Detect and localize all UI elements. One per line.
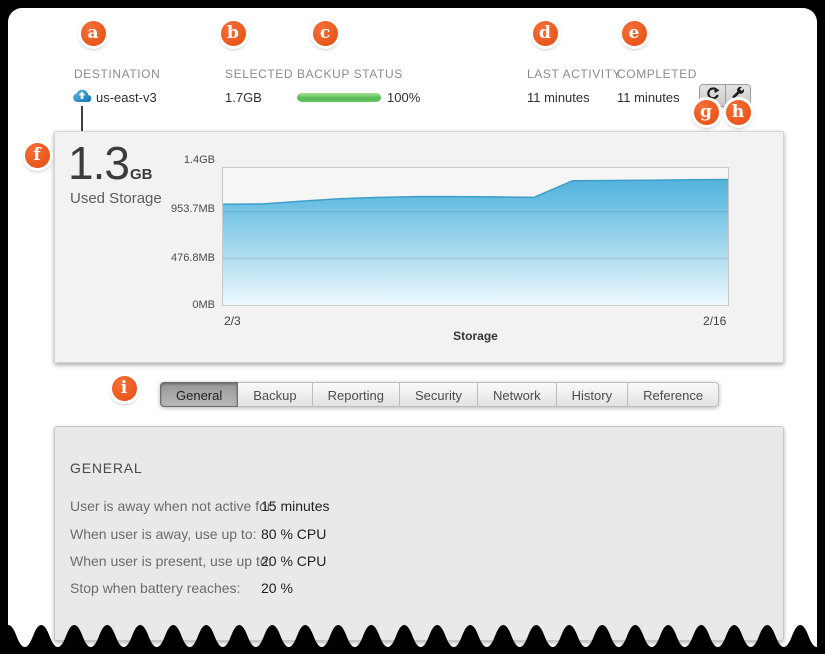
annotation-badge-g: g: [693, 99, 719, 125]
storage-area-svg: [222, 178, 729, 305]
y-axis-tick-0: 0MB: [192, 299, 215, 311]
tab-security[interactable]: Security: [400, 382, 478, 407]
general-settings-heading: GENERAL: [70, 460, 143, 476]
used-storage-value: 1.3GB: [68, 136, 152, 190]
used-storage-caption: Used Storage: [70, 190, 162, 207]
annotation-badge-e: e: [621, 20, 647, 46]
setting-battery-value: 20 %: [261, 580, 293, 596]
selected-size-value: 1.7GB: [225, 90, 262, 105]
storage-area-chart: [222, 167, 729, 306]
x-axis-tick-end: 2/16: [703, 314, 727, 328]
storage-line-path: [222, 178, 729, 205]
backup-progress-bar: [297, 93, 381, 102]
restore-circular-arrow-icon: [705, 86, 720, 106]
x-axis-tick-start: 2/3: [224, 314, 241, 328]
torn-edge-waves: [0, 625, 825, 654]
app-page: DESTINATION us-east-v3 SELECTED 1.7GB BA…: [8, 8, 817, 654]
annotation-badge-d: d: [532, 20, 558, 46]
annotation-badge-f: f: [24, 142, 50, 168]
completed-value: 11 minutes: [617, 90, 680, 105]
setting-away-cpu-value: 80 % CPU: [261, 526, 327, 542]
tab-backup[interactable]: Backup: [238, 382, 313, 407]
tab-reference[interactable]: Reference: [628, 382, 720, 407]
setting-present-cpu-label: When user is present, use up to:: [70, 553, 272, 569]
storage-area-path: [223, 179, 728, 305]
general-settings-card: GENERAL User is away when not active for…: [54, 426, 784, 641]
tab-network[interactable]: Network: [477, 382, 557, 407]
y-axis-tick-476: 476.8MB: [170, 252, 215, 264]
cloud-upload-icon: [72, 88, 92, 108]
tab-reporting[interactable]: Reporting: [312, 382, 400, 407]
destination-pointer-arrow: [81, 106, 83, 132]
last-activity-column-label: LAST ACTIVITY: [527, 67, 622, 81]
annotation-badge-h: h: [725, 99, 751, 125]
last-activity-value: 11 minutes: [527, 90, 590, 105]
completed-column-label: COMPLETED: [617, 67, 698, 81]
used-storage-unit: GB: [129, 166, 153, 183]
setting-away-label: User is away when not active for:: [70, 498, 276, 514]
setting-present-cpu-value: 20 % CPU: [261, 553, 327, 569]
wrench-icon: [731, 86, 745, 105]
annotation-badge-i: i: [111, 375, 137, 401]
tab-history[interactable]: History: [556, 382, 629, 407]
destination-column-label: DESTINATION: [74, 67, 161, 81]
backup-progress-percent: 100%: [387, 90, 421, 105]
y-axis-tick-1400: 1.4GB: [183, 154, 215, 166]
backup-status-column-label: BACKUP STATUS: [297, 67, 403, 81]
setting-away-value: 15 minutes: [261, 498, 330, 514]
chart-gridlines: [223, 211, 728, 259]
setting-battery-label: Stop when battery reaches:: [70, 580, 241, 596]
annotation-badge-c: c: [312, 20, 338, 46]
chart-title: Storage: [453, 329, 498, 343]
settings-tabbar: General Backup Reporting Security Networ…: [160, 382, 720, 407]
tab-general[interactable]: General: [160, 382, 239, 407]
annotation-badge-a: a: [80, 20, 106, 46]
annotation-badge-b: b: [220, 20, 246, 46]
storage-chart-card: 1.3GB Used Storage 1.4GB 953.7MB 476.8MB…: [54, 131, 784, 363]
destination-name[interactable]: us-east-v3: [96, 90, 157, 105]
y-axis-tick-953: 953.7MB: [170, 203, 215, 215]
used-storage-number: 1.3: [68, 137, 130, 189]
backup-progress-fill: [297, 93, 381, 102]
setting-away-cpu-label: When user is away, use up to:: [70, 526, 257, 542]
selected-column-label: SELECTED: [225, 67, 294, 81]
